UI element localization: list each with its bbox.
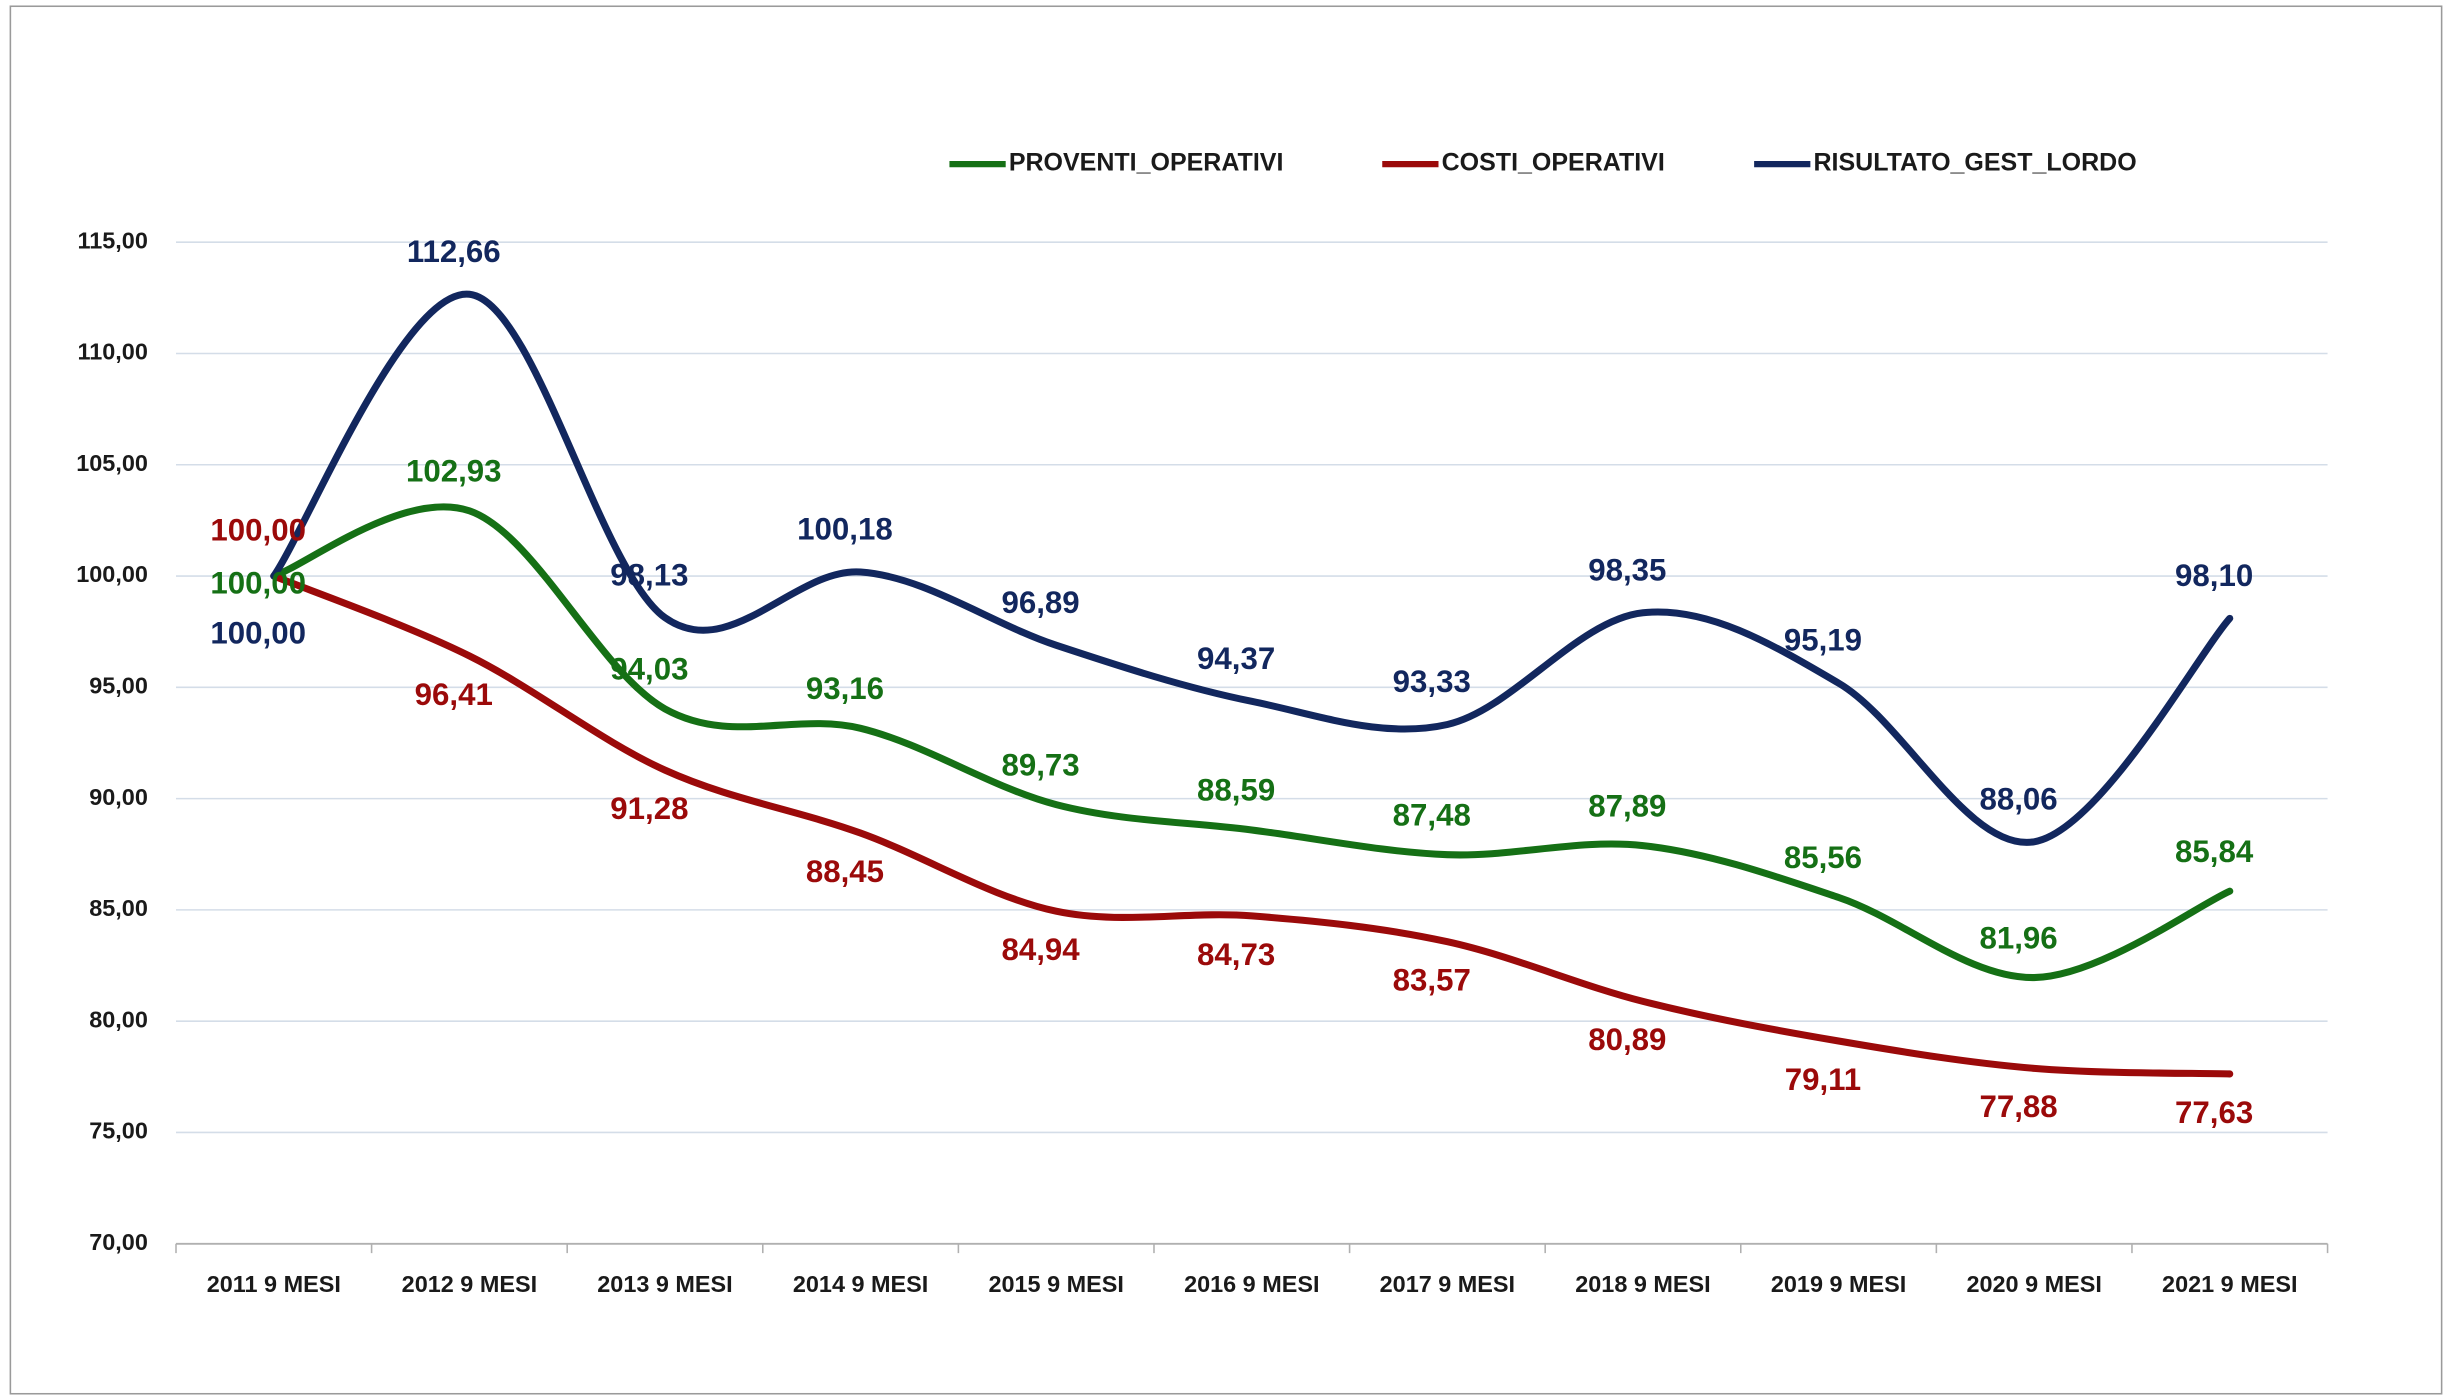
data-label: 79,11 (1785, 1062, 1861, 1097)
y-tick-label: 85,00 (89, 895, 148, 921)
y-tick-label: 110,00 (78, 339, 148, 365)
chart-border (9, 5, 2443, 1395)
data-label: 87,89 (1588, 788, 1666, 823)
legend-label: PROVENTI_OPERATIVI (1009, 149, 1284, 177)
x-tick-label: 2021 9 MESI (2162, 1271, 2297, 1297)
y-tick-label: 75,00 (89, 1118, 148, 1144)
x-tick-label: 2013 9 MESI (597, 1271, 732, 1297)
data-label: 83,57 (1393, 963, 1471, 998)
data-label: 98,10 (2175, 558, 2253, 593)
data-label: 112,66 (407, 234, 501, 269)
data-label: 88,59 (1197, 773, 1275, 808)
x-tick-label: 2012 9 MESI (402, 1271, 537, 1297)
data-label: 93,16 (806, 671, 884, 706)
data-label: 87,48 (1393, 797, 1471, 832)
legend-label: COSTI_OPERATIVI (1442, 149, 1665, 177)
y-tick-label: 90,00 (89, 784, 148, 810)
data-label: 93,33 (1393, 664, 1471, 699)
data-label: 100,00 (210, 616, 306, 651)
data-label: 84,94 (1001, 932, 1080, 967)
data-label: 100,00 (210, 513, 306, 548)
y-tick-label: 100,00 (76, 561, 148, 587)
data-label: 100,00 (210, 566, 306, 601)
y-tick-label: 80,00 (89, 1006, 148, 1032)
data-label: 85,84 (2175, 834, 2254, 869)
data-label: 77,63 (2175, 1095, 2253, 1130)
y-tick-label: 70,00 (89, 1229, 148, 1255)
x-tick-label: 2011 9 MESI (207, 1271, 341, 1297)
y-tick-label: 95,00 (89, 673, 148, 699)
series-line (270, 503, 2234, 982)
data-label: 81,96 (1979, 920, 2057, 955)
data-label: 94,03 (610, 652, 688, 687)
data-label: 84,73 (1197, 937, 1275, 972)
data-label: 94,37 (1197, 641, 1275, 676)
data-label: 95,19 (1784, 623, 1862, 658)
data-label: 88,06 (1979, 781, 2057, 816)
data-label: 96,89 (1001, 585, 1079, 620)
data-label: 85,56 (1784, 840, 1862, 875)
x-tick-label: 2019 9 MESI (1771, 1271, 1906, 1297)
x-tick-label: 2016 9 MESI (1184, 1271, 1319, 1297)
y-tick-label: 105,00 (76, 450, 148, 476)
data-label: 96,41 (415, 677, 493, 712)
x-tick-label: 2018 9 MESI (1575, 1271, 1710, 1297)
x-tick-label: 2017 9 MESI (1380, 1271, 1515, 1297)
data-label: 89,73 (1001, 747, 1079, 782)
data-label: 80,89 (1588, 1022, 1666, 1057)
x-tick-label: 2015 9 MESI (988, 1271, 1123, 1297)
data-label: 100,18 (797, 512, 893, 547)
data-label: 102,93 (406, 454, 502, 489)
data-label: 88,45 (806, 854, 884, 889)
legend-label: RISULTATO_GEST_LORDO (1814, 149, 2137, 177)
y-tick-label: 115,00 (78, 227, 148, 253)
series-line (270, 572, 2234, 1078)
data-label: 77,88 (1979, 1089, 2057, 1124)
data-label: 91,28 (610, 791, 688, 826)
series-line (270, 290, 2234, 846)
data-label: 98,35 (1588, 552, 1666, 587)
x-tick-label: 2020 9 MESI (1966, 1271, 2101, 1297)
data-label: 98,13 (610, 557, 688, 592)
x-tick-label: 2014 9 MESI (793, 1271, 928, 1297)
